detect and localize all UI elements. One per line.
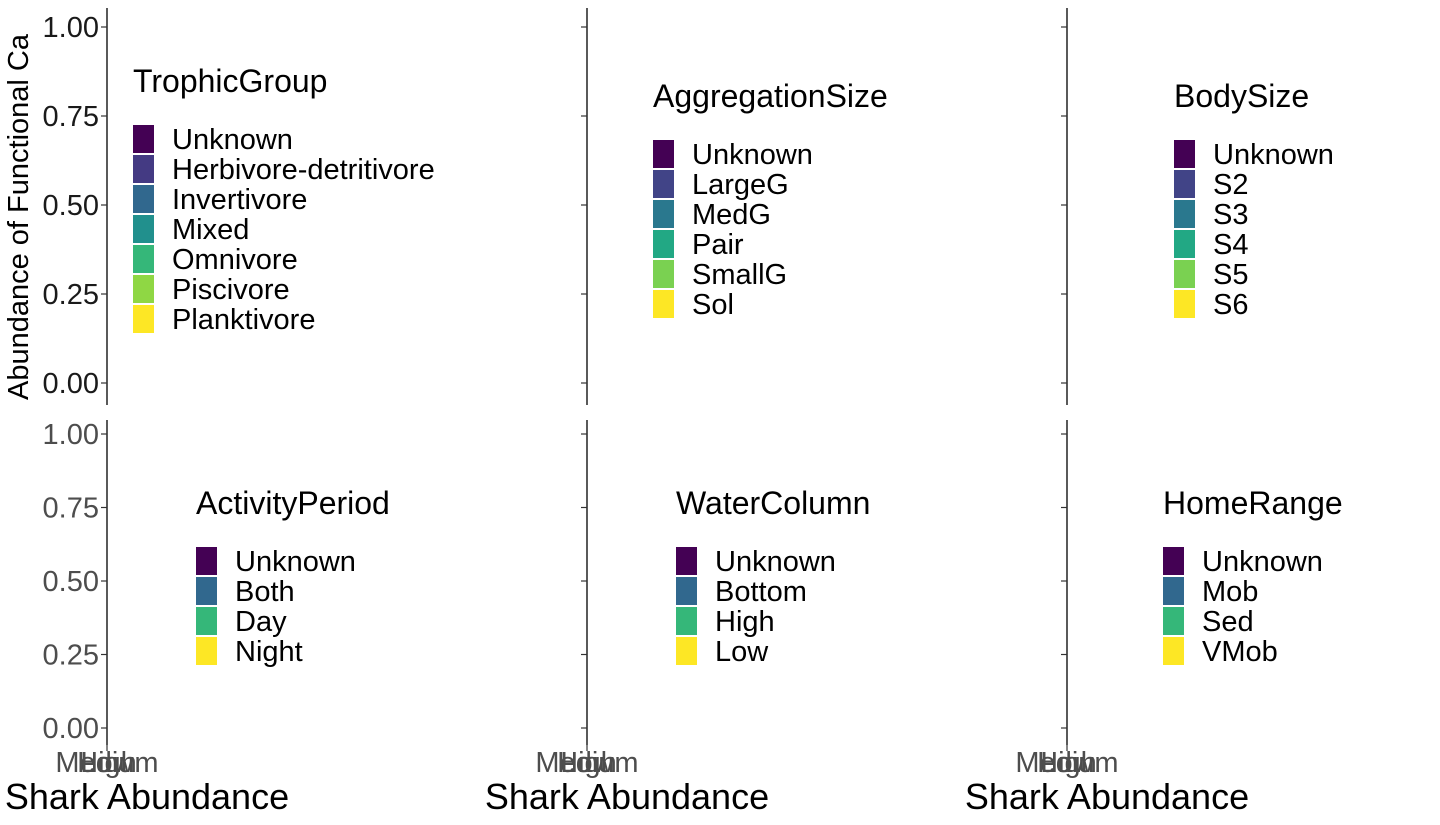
legend-swatch <box>1174 260 1195 288</box>
x-tick-label: Medium <box>55 747 158 779</box>
legend-label: Day <box>235 606 287 638</box>
legend-label: Night <box>235 636 303 668</box>
x-tick-label: Low <box>560 747 614 779</box>
legend-label: S5 <box>1213 259 1248 291</box>
legend-title: WaterColumn <box>676 485 870 521</box>
x-axis-title: Shark Abundance <box>485 776 769 817</box>
y-tick-label: 0.00 <box>43 713 99 745</box>
y-tick-label: 0.00 <box>43 368 99 400</box>
legend-swatch <box>653 260 674 288</box>
x-axis-title: Shark Abundance <box>965 776 1249 817</box>
legend-title: ActivityPeriod <box>196 485 390 521</box>
legend-label: SmallG <box>692 259 787 291</box>
legend-swatch <box>196 547 217 575</box>
legend-label: Unknown <box>172 124 293 156</box>
y-tick-label: 1.00 <box>43 12 99 44</box>
legend-swatch <box>1163 547 1184 575</box>
legend-swatch <box>133 125 154 153</box>
legend-label: S4 <box>1213 229 1248 261</box>
x-tick-label: High <box>77 747 137 779</box>
legend-label: Unknown <box>235 546 356 578</box>
legend-swatch <box>1163 607 1184 635</box>
legend-swatch <box>1174 290 1195 318</box>
legend-swatch <box>196 607 217 635</box>
legend-label: LargeG <box>692 169 789 201</box>
legend-swatch <box>133 245 154 273</box>
legend-label: Sed <box>1202 606 1254 638</box>
legend-title: TrophicGroup <box>133 63 327 99</box>
legend-title: HomeRange <box>1163 485 1343 521</box>
x-tick-label: High <box>557 747 617 779</box>
y-tick-label: 1.00 <box>43 419 99 451</box>
legend-swatch <box>676 637 697 665</box>
legend-label: Omnivore <box>172 244 298 276</box>
legend-label: Sol <box>692 289 734 321</box>
y-tick-label: 0.75 <box>43 101 99 133</box>
legend-label: Low <box>715 636 769 668</box>
legend-swatch <box>133 275 154 303</box>
legend-label: S6 <box>1213 289 1248 321</box>
x-axis-title: Shark Abundance <box>5 776 289 817</box>
y-tick-label: 0.50 <box>43 190 99 222</box>
legend-swatch <box>676 607 697 635</box>
legend-swatch <box>133 305 154 333</box>
legend-swatch <box>1163 577 1184 605</box>
y-tick-label: 0.25 <box>43 279 99 311</box>
legend-label: Piscivore <box>172 274 290 306</box>
legend-label: VMob <box>1202 636 1278 668</box>
legend-label: Pair <box>692 229 744 261</box>
legend-swatch <box>653 290 674 318</box>
x-tick-label: Medium <box>1015 747 1118 779</box>
legend-label: Mixed <box>172 214 249 246</box>
legend-swatch <box>653 170 674 198</box>
legend-label: Unknown <box>715 546 836 578</box>
x-tick-label: High <box>1037 747 1097 779</box>
legend-swatch <box>1174 230 1195 258</box>
legend-label: Unknown <box>1213 139 1334 171</box>
legend-title: BodySize <box>1174 78 1309 114</box>
x-tick-label: Medium <box>535 747 638 779</box>
x-tick-label: Low <box>80 747 134 779</box>
legend-title: AggregationSize <box>653 78 888 114</box>
legend-label: Herbivore-detritivore <box>172 154 435 186</box>
legend-swatch <box>653 230 674 258</box>
legend-label: Both <box>235 576 295 608</box>
y-tick-label: 0.50 <box>43 566 99 598</box>
legend-label: Invertivore <box>172 184 307 216</box>
legend-swatch <box>653 200 674 228</box>
legend-label: Bottom <box>715 576 807 608</box>
legend-label: S2 <box>1213 169 1248 201</box>
legend-swatch <box>1174 140 1195 168</box>
legend-label: Mob <box>1202 576 1258 608</box>
legend-swatch <box>653 140 674 168</box>
legend-label: S3 <box>1213 199 1248 231</box>
legend-label: MedG <box>692 199 771 231</box>
legend-swatch <box>196 577 217 605</box>
legend-swatch <box>1163 637 1184 665</box>
legend-swatch <box>133 185 154 213</box>
legend-swatch <box>1174 170 1195 198</box>
legend-swatch <box>196 637 217 665</box>
legend-swatch <box>676 547 697 575</box>
y-tick-label: 0.25 <box>43 640 99 672</box>
y-tick-label: 0.75 <box>43 493 99 525</box>
legend-label: Unknown <box>1202 546 1323 578</box>
legend-label: Unknown <box>692 139 813 171</box>
legend-label: Planktivore <box>172 304 315 336</box>
legend-swatch <box>133 215 154 243</box>
legend-swatch <box>1174 200 1195 228</box>
x-tick-label: Low <box>1040 747 1094 779</box>
legend-swatch <box>133 155 154 183</box>
legend-swatch <box>676 577 697 605</box>
y-axis-title: Abundance of Functional Ca <box>3 33 35 400</box>
legend-label: High <box>715 606 775 638</box>
